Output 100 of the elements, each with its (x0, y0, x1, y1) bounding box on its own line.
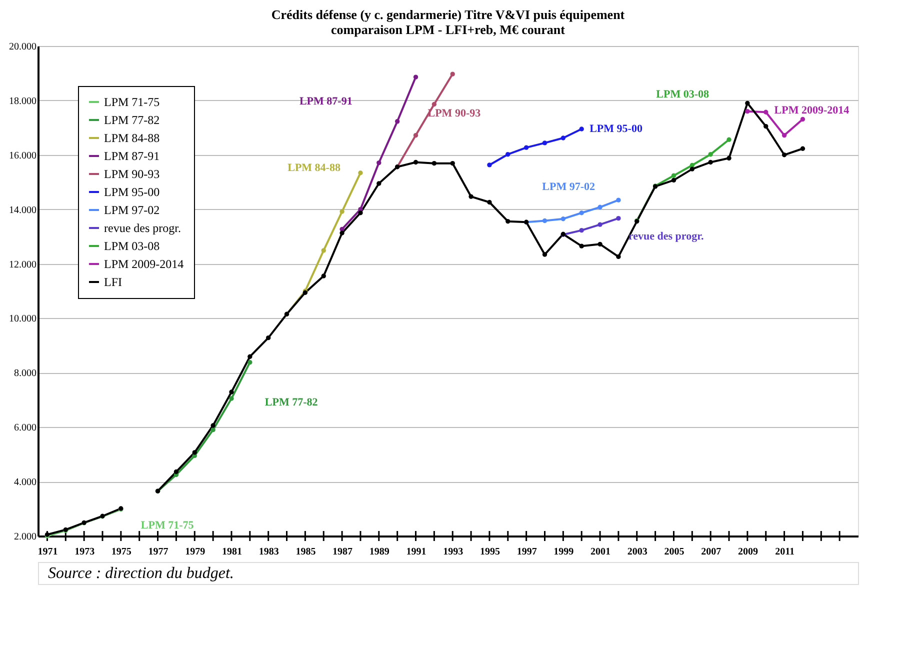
point (560, 216, 566, 222)
point (413, 132, 418, 138)
point (782, 132, 787, 138)
point (248, 360, 252, 365)
point (210, 423, 216, 428)
point (321, 274, 326, 278)
y-tick-label: 20.000 (9, 42, 36, 52)
point (174, 469, 179, 474)
legend-label: LFI (104, 275, 122, 289)
y-tick-label: 8.000 (14, 368, 36, 380)
x-tick-label: 2007 (701, 546, 722, 558)
point (468, 194, 474, 199)
point (358, 170, 363, 176)
x-tick-label: 1977 (148, 546, 168, 558)
y-tick-label: 2.000 (14, 532, 36, 542)
point (800, 146, 806, 151)
x-tick-label: 1991 (406, 546, 426, 558)
point (413, 74, 418, 80)
y-tick-label: 12.000 (9, 259, 36, 270)
legend-label: LPM 2009-2014 (104, 257, 184, 271)
annotation: LPM 71-75 (140, 519, 194, 532)
point (192, 450, 197, 455)
point (616, 254, 621, 260)
x-tick-label: 1993 (443, 546, 464, 558)
chart-subtitle: comparaison LPM - LFI+reb, M€ courant (331, 22, 566, 37)
point (487, 200, 492, 205)
y-tick-label: 4.000 (14, 477, 36, 488)
annotation: LPM 87-91 (299, 95, 352, 108)
annotation: LPM 97-02 (542, 181, 596, 194)
point (579, 228, 584, 233)
point (708, 152, 713, 157)
legend-label: LPM 97-02 (104, 203, 160, 217)
point (229, 390, 234, 394)
point (542, 140, 548, 146)
point (542, 218, 548, 224)
point (321, 248, 326, 253)
point (376, 160, 382, 166)
point (340, 209, 344, 214)
point (340, 226, 344, 232)
point (432, 160, 437, 166)
point (745, 108, 750, 114)
y-tick-label: 18.000 (9, 96, 36, 107)
legend-label: revue des progr. (104, 221, 181, 235)
annotation: LPM 03-08 (656, 88, 710, 101)
point (506, 152, 510, 157)
x-tick-label: 1995 (480, 546, 500, 558)
point (210, 427, 216, 432)
point (726, 156, 732, 160)
x-tick-label: 1975 (111, 546, 132, 558)
point (579, 210, 584, 216)
point (506, 218, 510, 224)
point (432, 102, 437, 107)
point (708, 160, 713, 165)
point (598, 204, 602, 210)
legend-label: LPM 95-00 (104, 185, 160, 199)
point (248, 354, 252, 359)
y-tick-label: 16.000 (9, 150, 36, 162)
x-tick-label: 2009 (738, 546, 758, 558)
x-tick-label: 1985 (296, 546, 316, 558)
point (690, 162, 694, 168)
point (542, 252, 548, 257)
x-tick-label: 1979 (185, 546, 206, 558)
point (266, 335, 271, 340)
point (450, 72, 455, 76)
point (579, 126, 584, 132)
point (598, 222, 602, 227)
point (616, 198, 621, 202)
legend-label: LPM 77-82 (104, 113, 160, 127)
point (616, 216, 621, 221)
annotation: LPM 95-00 (590, 123, 643, 136)
y-tick-label: 14.000 (9, 204, 36, 216)
point (358, 210, 363, 216)
point (764, 110, 768, 114)
legend-label: LPM 03-08 (104, 239, 160, 253)
legend-label: LPM 71-75 (104, 95, 160, 109)
point (671, 178, 676, 183)
legend-label: LPM 87-91 (104, 149, 160, 163)
x-tick-label: 1997 (516, 546, 537, 558)
y-tick-label: 6.000 (14, 422, 36, 434)
point (560, 136, 566, 140)
y-tick-label: 10.000 (9, 314, 36, 325)
point (524, 145, 529, 150)
x-tick-label: 1987 (332, 546, 353, 558)
point (376, 181, 382, 186)
point (413, 160, 418, 165)
x-tick-label: 2005 (664, 546, 684, 558)
point (598, 242, 602, 247)
x-tick-label: 2011 (775, 546, 795, 558)
point (782, 152, 787, 158)
annotation: LPM 77-82 (264, 396, 318, 408)
point (394, 119, 400, 124)
point (340, 230, 344, 236)
x-tick-label: 1989 (369, 546, 390, 558)
point (450, 160, 455, 166)
x-tick-label: 1971 (38, 546, 58, 558)
point (579, 244, 584, 248)
point (690, 166, 694, 172)
annotation: LPM 2009-2014 (774, 104, 850, 116)
x-tick-label: 1973 (74, 546, 95, 558)
point (487, 162, 492, 168)
